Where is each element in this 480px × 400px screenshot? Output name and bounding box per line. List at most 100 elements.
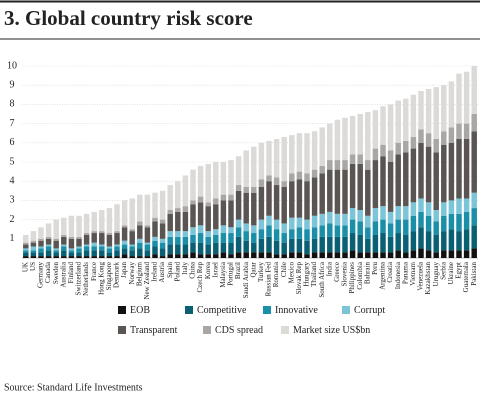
bar-segment	[311, 238, 318, 253]
bar-segment	[296, 227, 303, 239]
bar-segment	[61, 236, 67, 245]
bar-segment	[471, 248, 477, 258]
bar-segment	[137, 248, 143, 257]
bar-segment	[83, 246, 90, 251]
x-tick-label: Brazil	[234, 262, 242, 279]
bar-segment	[471, 192, 477, 209]
x-tick-label: Peru	[371, 262, 379, 275]
bar-segment	[304, 181, 310, 220]
bar-segment	[418, 142, 424, 199]
y-tick-label: 1	[10, 233, 15, 244]
bar-segment	[273, 219, 280, 230]
bar-segment	[190, 234, 196, 243]
bar-segment	[266, 236, 272, 253]
x-tick-label: Saudi Arabia	[242, 261, 250, 298]
bar-segment	[365, 215, 371, 228]
bar-segment	[30, 231, 37, 241]
bar-segment	[410, 202, 417, 216]
bar-segment	[327, 252, 333, 258]
bar-segment	[342, 236, 348, 253]
bar-segment	[273, 138, 280, 178]
bar-segment	[76, 248, 82, 253]
bar-segment	[144, 244, 151, 251]
bar-segment	[395, 219, 401, 234]
bar-segment	[106, 233, 113, 235]
x-tick-label: Norway	[128, 262, 136, 285]
bar-segment	[30, 246, 37, 251]
bar-segment	[61, 234, 67, 237]
bar-segment	[410, 215, 417, 232]
x-tick-label: Slovak Rep	[295, 262, 303, 295]
bar-segment	[258, 179, 265, 187]
bar-segment	[129, 198, 135, 230]
bar-segment	[273, 185, 280, 220]
bar-segment	[129, 250, 135, 257]
bar-segment	[311, 131, 318, 170]
bar-segment	[205, 236, 211, 245]
x-tick-label: Romania	[272, 261, 280, 287]
bar-segment	[205, 244, 211, 255]
bar-segment	[334, 119, 341, 161]
bar-segment	[220, 194, 227, 201]
bar-segment	[99, 244, 105, 247]
bar-segment	[319, 236, 325, 253]
x-tick-label: US	[29, 262, 37, 271]
x-tick-label: Netherlands	[82, 262, 90, 296]
bar-segment	[152, 217, 158, 222]
bar-segment	[45, 246, 52, 251]
bar-segment	[289, 181, 295, 218]
y-tick-label: 6	[10, 137, 15, 148]
bar-segment	[357, 210, 363, 222]
bar-segment	[365, 160, 371, 170]
bar-segment	[380, 144, 386, 157]
bar-segment	[23, 256, 29, 258]
x-tick-label: India	[325, 261, 333, 276]
bar-segment	[228, 200, 234, 228]
bar-segment	[387, 252, 394, 258]
bar-segment	[463, 198, 470, 212]
bar-segment	[304, 254, 310, 258]
bar-segment	[106, 246, 113, 249]
bar-segment	[418, 211, 424, 228]
legend-label: Market size US$bn	[293, 325, 370, 336]
bar-segment	[433, 210, 439, 222]
x-tick-label: Portugal	[227, 262, 235, 286]
bar-segment	[296, 238, 303, 253]
x-tick-label: Venezuela	[417, 261, 425, 291]
bar-segment	[251, 186, 257, 193]
bar-segment	[144, 256, 151, 258]
y-tick-label: 7	[10, 118, 15, 129]
bar-segment	[319, 225, 325, 237]
bar-segment	[121, 254, 128, 258]
bar-segment	[106, 208, 113, 234]
x-tick-label: Argentina	[379, 261, 387, 290]
bar-segment	[159, 248, 166, 257]
bar-segment	[220, 233, 227, 243]
bar-segment	[99, 210, 105, 232]
bar-segment	[129, 231, 135, 245]
bar-segment	[296, 133, 303, 172]
bar-segment	[83, 256, 90, 258]
x-tick-label: Guatemala	[462, 261, 470, 292]
bar-segment	[167, 244, 173, 255]
bar-segment	[319, 213, 325, 226]
bar-segment	[235, 190, 242, 220]
bar-segment	[334, 236, 341, 253]
bar-segment	[175, 244, 181, 255]
bar-segment	[121, 225, 128, 228]
bar-segment	[235, 227, 242, 237]
bar-segment	[68, 248, 75, 251]
bar-segment	[235, 236, 242, 253]
bar-segment	[433, 252, 439, 258]
bar-segment	[45, 238, 52, 245]
bar-segment	[190, 169, 196, 201]
bar-segment	[152, 221, 158, 237]
bar-segment	[251, 146, 257, 187]
x-tick-label: Czech Rep	[196, 262, 204, 293]
bar-segment	[152, 254, 158, 258]
bar-segment	[243, 186, 249, 193]
bar-segment	[23, 250, 29, 253]
x-tick-label: Mexico	[287, 262, 295, 284]
bar-segment	[228, 233, 234, 243]
bar-segment	[281, 181, 287, 187]
